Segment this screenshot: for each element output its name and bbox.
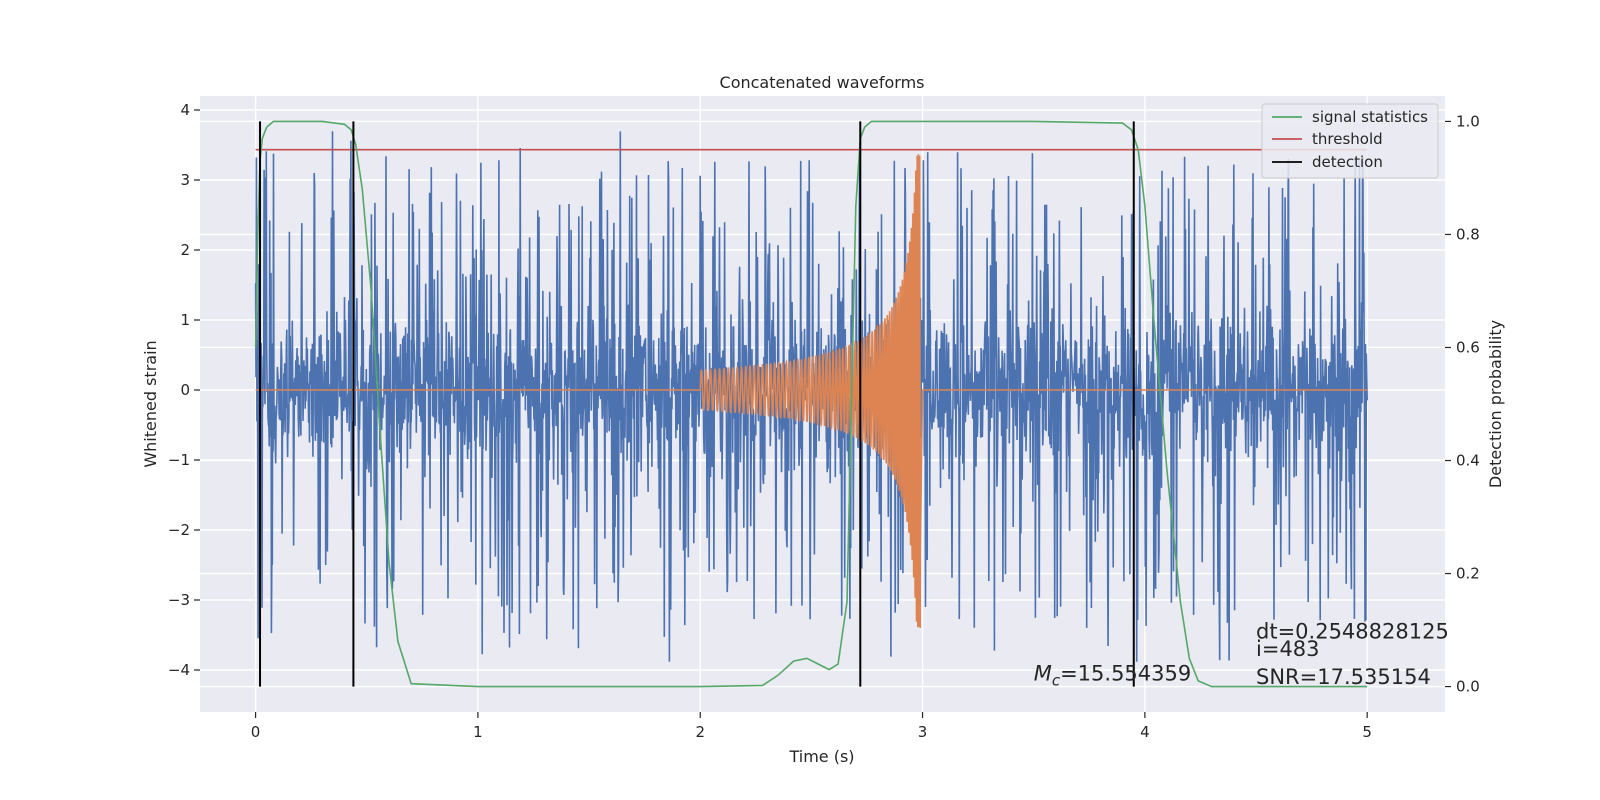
y-tick-label: −3 (168, 591, 190, 609)
x-tick-label: 4 (1140, 723, 1150, 741)
legend: signal statistics threshold detection (1261, 103, 1439, 179)
x-tick-label: 1 (473, 723, 483, 741)
detection-lines (259, 121, 1135, 687)
legend-label-detection: detection (1312, 153, 1383, 171)
x-tick-label: 5 (1362, 723, 1372, 741)
y-right-tick-label: 1.0 (1456, 112, 1480, 130)
y-tick-label: 3 (180, 171, 190, 189)
annotation-text: Mc=15.554359 (1034, 662, 1192, 690)
y-axis-label-right: Detection probability (1486, 320, 1505, 488)
y-tick-label: 0 (180, 381, 190, 399)
annotation-text: dt=0.2548828125 (1256, 620, 1449, 644)
y-right-tick-label: 0.0 (1456, 678, 1480, 696)
x-tick-label: 2 (695, 723, 705, 741)
legend-box (1261, 103, 1439, 179)
legend-label-signal-statistics: signal statistics (1312, 108, 1428, 126)
annotations: Mc=15.554359 dt=0.2548828125 i=483 SNR=17.… (1034, 620, 1449, 690)
y-right-tick-label: 0.2 (1456, 565, 1480, 583)
y-tick-label: −2 (168, 521, 190, 539)
y-tick-label: −1 (168, 451, 190, 469)
series-signal-statistics-line (254, 120, 1368, 688)
axes-ticks: 0 1 2 3 4 5 −4 −3 −2 −1 0 1 2 3 4 0.0 0.2 0.4 0.6 0.8 1.0 (168, 101, 1480, 741)
annotation-text: SNR=17.535154 (1256, 665, 1431, 689)
y-tick-label: 2 (180, 241, 190, 259)
y-tick-label: 4 (180, 101, 190, 119)
traces (254, 120, 1368, 688)
y-tick-label: 1 (180, 311, 190, 329)
y-tick-label: −4 (168, 661, 190, 679)
annotation-text: i=483 (1256, 637, 1320, 661)
y-axis-label: Whitened strain (141, 340, 160, 467)
legend-label-threshold: threshold (1312, 130, 1383, 148)
y-right-tick-label: 0.6 (1456, 338, 1480, 356)
y-right-tick-label: 0.4 (1456, 452, 1480, 470)
series-chirp-trace (255, 154, 1368, 628)
x-tick-label: 3 (918, 723, 928, 741)
chart-title: Concatenated waveforms (720, 73, 925, 92)
y-right-tick-label: 0.8 (1456, 225, 1480, 243)
x-tick-label: 0 (251, 723, 261, 741)
x-axis-label: Time (s) (788, 747, 854, 766)
